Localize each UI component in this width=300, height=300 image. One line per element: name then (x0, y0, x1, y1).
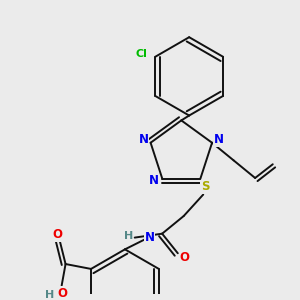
Text: N: N (139, 133, 148, 146)
Text: N: N (148, 174, 158, 187)
Text: S: S (201, 180, 209, 193)
Text: O: O (180, 251, 190, 264)
Text: Cl: Cl (136, 49, 147, 59)
Text: H: H (124, 231, 133, 241)
Text: H: H (45, 290, 54, 300)
Text: N: N (214, 133, 224, 146)
Text: N: N (145, 231, 154, 244)
Text: O: O (53, 228, 63, 241)
Text: O: O (58, 287, 68, 300)
